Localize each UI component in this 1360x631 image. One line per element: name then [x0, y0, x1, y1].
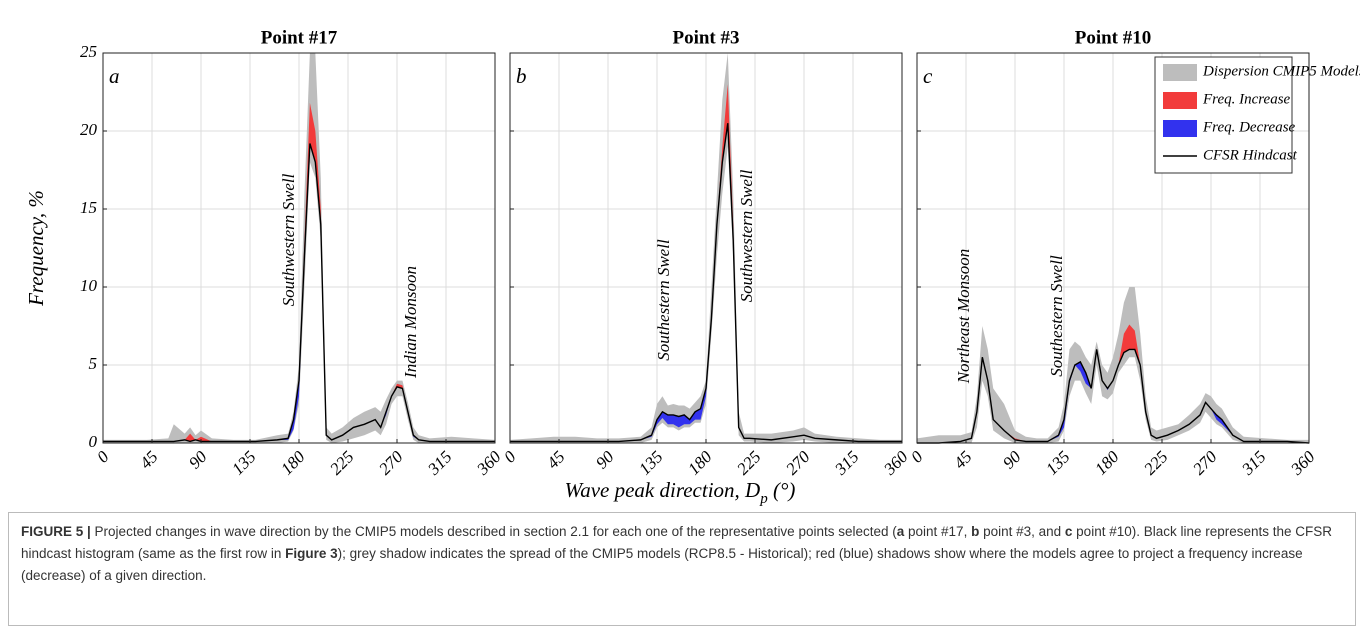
x-tick-label: 45: [136, 447, 161, 472]
x-tick-label: 315: [423, 447, 455, 479]
y-tick-label: 10: [80, 276, 98, 295]
y-tick-label: 5: [89, 354, 98, 373]
x-tick-label: 270: [1189, 447, 1221, 479]
annotation: Southwestern Swell: [737, 169, 756, 302]
x-tick-label: 270: [782, 447, 814, 479]
x-tick-label: 180: [277, 447, 309, 479]
hindcast-line: [510, 123, 902, 443]
caption-text: b: [971, 524, 980, 539]
x-tick-label: 225: [326, 447, 357, 478]
x-tick-label: 360: [879, 447, 912, 480]
y-tick-label: 0: [89, 432, 98, 451]
x-axis-label-sub: p: [759, 491, 768, 507]
caption: FIGURE 5 | Projected changes in wave dir…: [8, 512, 1356, 626]
x-tick-label: 0: [500, 447, 520, 467]
x-tick-label: 315: [1237, 447, 1269, 479]
annotation: Southestern Swell: [654, 239, 673, 361]
panel-title: Point #17: [261, 27, 338, 48]
caption-text: c: [1064, 524, 1073, 539]
legend-label: CFSR Hindcast: [1203, 147, 1298, 163]
x-tick-label: 225: [1140, 447, 1171, 478]
x-tick-label: 90: [592, 447, 618, 473]
y-axis-label: Frequency, %: [24, 190, 48, 307]
x-axis-label-after: (°): [768, 478, 796, 502]
panel-letter: c: [923, 64, 933, 88]
legend-label: Freq. Increase: [1202, 91, 1291, 107]
annotation: Southwestern Swell: [279, 173, 298, 306]
x-tick-label: 90: [185, 447, 211, 473]
x-tick-label: 0: [907, 447, 927, 467]
legend-swatch: [1163, 64, 1197, 81]
x-tick-label: 135: [1042, 447, 1073, 478]
spread-area: [917, 287, 1309, 443]
x-tick-label: 360: [472, 447, 505, 480]
caption-text: FIGURE 5 |: [21, 524, 91, 539]
caption-text: a: [896, 524, 905, 539]
hindcast-line: [103, 143, 495, 443]
annotation: Southestern Swell: [1047, 255, 1066, 377]
x-tick-label: 315: [830, 447, 862, 479]
x-tick-label: 270: [375, 447, 407, 479]
caption-text: Projected changes in wave direction by t…: [90, 524, 897, 539]
legend-label: Dispersion CMIP5 Models: [1202, 63, 1360, 79]
legend-swatch: [1163, 92, 1197, 109]
panel-letter: b: [516, 64, 527, 88]
x-tick-label: 135: [228, 447, 259, 478]
panel-title: Point #10: [1075, 27, 1152, 48]
legend-swatch: [1163, 120, 1197, 137]
x-axis-label-text: Wave peak direction, D: [565, 478, 761, 502]
caption-text: point #3, and: [979, 524, 1065, 539]
hindcast-line: [917, 348, 1310, 444]
y-tick-label: 20: [80, 120, 98, 139]
legend-label: Freq. Decrease: [1202, 119, 1296, 135]
x-tick-label: 225: [733, 447, 764, 478]
panel-title: Point #3: [672, 27, 739, 48]
annotation: Northeast Monsoon: [954, 249, 973, 385]
caption-text: Figure 3: [285, 546, 338, 561]
caption-text: point #10). Black line represents the CF…: [21, 524, 1333, 561]
x-tick-label: 180: [684, 447, 716, 479]
x-tick-label: 180: [1091, 447, 1123, 479]
y-tick-label: 15: [80, 198, 97, 217]
x-tick-label: 135: [635, 447, 666, 478]
x-axis-label: Wave peak direction, Dp (°): [565, 478, 796, 508]
caption-text: ); grey shadow indicates the spread of t…: [21, 546, 1303, 583]
x-tick-label: 360: [1286, 447, 1319, 480]
y-tick-label: 25: [80, 42, 97, 61]
panel-letter: a: [109, 64, 120, 88]
caption-text: point #17,: [904, 524, 972, 539]
annotation: Indian Monsoon: [401, 266, 420, 379]
x-tick-label: 45: [543, 447, 568, 472]
x-tick-label: 45: [950, 447, 975, 472]
x-tick-label: 90: [999, 447, 1025, 473]
